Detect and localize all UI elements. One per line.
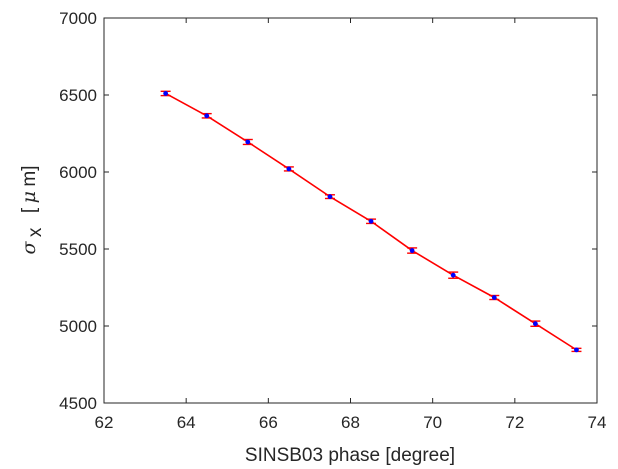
x-tick-label: 74	[588, 413, 607, 432]
data-point	[450, 272, 456, 278]
x-tick-label: 72	[505, 413, 524, 432]
y-axis-label: σ x [ μ m]	[18, 165, 46, 254]
x-tick-label: 70	[423, 413, 442, 432]
data-point	[368, 218, 374, 224]
y-tick-label: 5500	[59, 240, 97, 259]
data-point	[532, 321, 538, 327]
data-point	[163, 91, 169, 96]
data-point	[204, 113, 210, 119]
y-axis-label-unit-rest: m]	[19, 165, 40, 186]
y-axis-label-unit-mu: μ	[18, 191, 40, 203]
data-point	[574, 347, 579, 353]
y-tick-label: 7000	[59, 9, 97, 28]
data-point	[245, 139, 251, 145]
data-point	[327, 194, 333, 200]
data-point	[409, 248, 415, 253]
y-axis: 4500 5000 5500 6000 6500 7000	[59, 9, 597, 413]
y-axis-label-subscript: x	[25, 227, 46, 237]
x-tick-label: 68	[341, 413, 360, 432]
x-axis-label: SINSB03 phase [degree]	[245, 445, 455, 466]
y-tick-label: 4500	[59, 394, 97, 413]
y-axis-label-unit-open: [	[19, 207, 40, 213]
data-point	[286, 166, 292, 172]
plot-frame	[103, 17, 598, 404]
plot-area	[103, 17, 598, 404]
x-tick-label: 62	[95, 413, 114, 432]
x-tick-label: 66	[259, 413, 278, 432]
data-point	[491, 295, 497, 300]
y-axis-label-symbol: σ	[18, 241, 40, 255]
data-series	[160, 90, 582, 353]
x-tick-label: 64	[177, 413, 196, 432]
y-tick-label: 6000	[59, 163, 97, 182]
y-tick-label: 6500	[59, 86, 97, 105]
x-axis: 62 64 66 68 70 72 74	[95, 18, 607, 432]
y-tick-label: 5000	[59, 317, 97, 336]
